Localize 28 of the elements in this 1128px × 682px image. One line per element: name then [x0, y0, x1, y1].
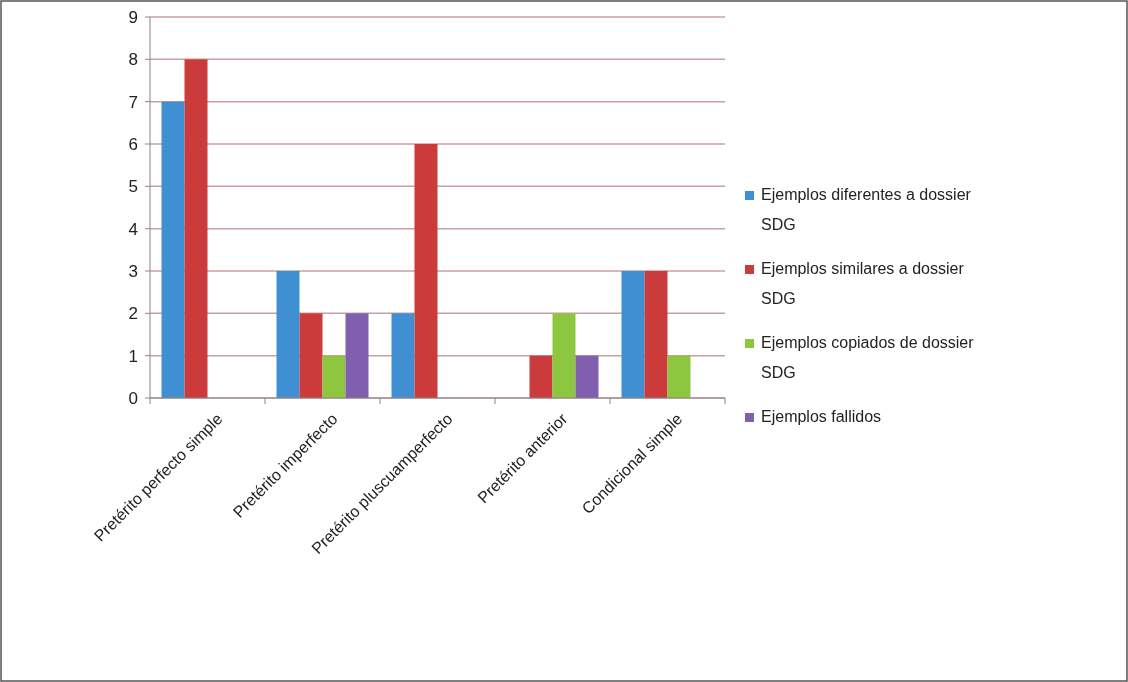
legend-label: Ejemplos similares a dossier SDG	[761, 260, 965, 307]
bar	[391, 313, 415, 398]
legend-label: Ejemplos copiados de dossier SDG	[761, 334, 975, 381]
bar	[276, 271, 300, 398]
y-tick-label: 8	[128, 50, 138, 70]
y-tick-label: 3	[128, 261, 138, 281]
bar	[161, 101, 185, 398]
y-tick-label: 9	[128, 7, 138, 27]
bar	[529, 355, 553, 398]
y-tick-label: 7	[128, 92, 138, 112]
y-tick-label: 1	[128, 346, 138, 366]
bar	[552, 313, 576, 398]
bar	[345, 313, 369, 398]
legend-label: Ejemplos diferentes a dossier SDG	[761, 186, 972, 233]
y-tick-label: 0	[128, 388, 138, 408]
bar	[621, 271, 645, 398]
y-tick-label: 6	[128, 134, 138, 154]
legend-label: Ejemplos fallidos	[761, 408, 882, 425]
bar	[667, 355, 691, 398]
y-tick-label: 5	[128, 177, 138, 197]
bar	[322, 355, 346, 398]
y-tick-label: 4	[128, 219, 138, 239]
y-tick-label: 2	[128, 304, 138, 324]
bar	[644, 271, 668, 398]
bar	[575, 355, 599, 398]
bar	[184, 59, 208, 398]
bar	[299, 313, 323, 398]
bar	[414, 144, 438, 398]
